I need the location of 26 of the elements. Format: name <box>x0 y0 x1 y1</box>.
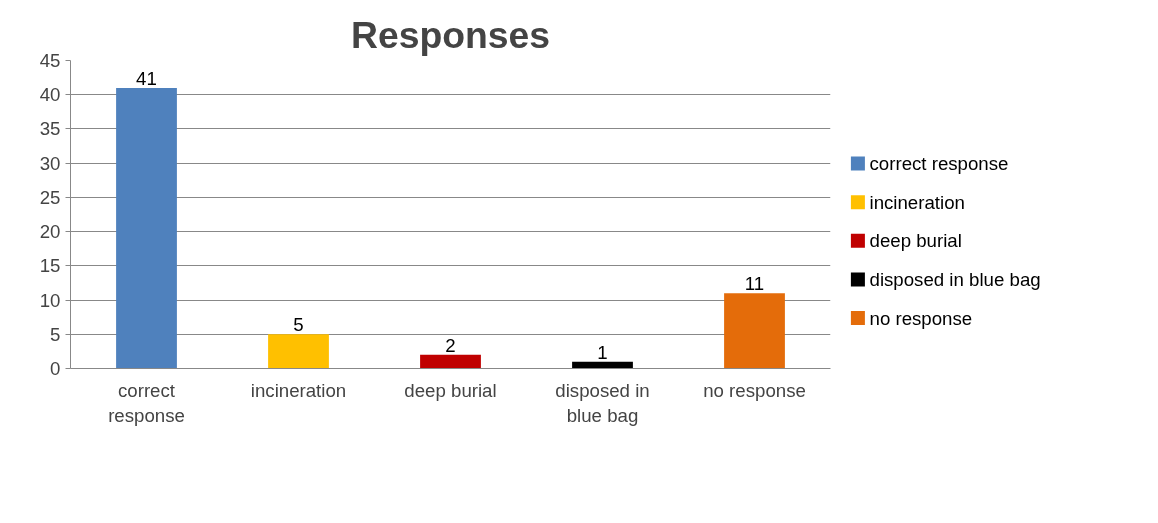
data-label: 2 <box>445 334 456 356</box>
data-label: 41 <box>136 67 157 89</box>
y-tick-label: 25 <box>39 186 61 208</box>
x-tick-label: no response <box>703 379 806 401</box>
y-tick-label: 5 <box>50 323 61 345</box>
legend-label: disposed in blue bag <box>869 268 1041 290</box>
legend-label: correct response <box>869 153 1009 175</box>
data-label: 5 <box>293 314 304 336</box>
y-tick-label: 40 <box>39 84 61 106</box>
legend-label: no response <box>869 307 973 329</box>
y-tick-label: 0 <box>50 358 61 379</box>
y-tick-label: 20 <box>39 221 61 243</box>
x-tick-label: disposed in blue bag <box>555 379 650 426</box>
x-tick-label: deep burial <box>404 379 497 401</box>
x-tick-label: incineration <box>250 379 347 401</box>
legend-label: deep burial <box>869 230 962 252</box>
data-label: 11 <box>744 273 765 295</box>
data-label: 1 <box>597 341 608 363</box>
y-tick-label: 35 <box>39 118 61 140</box>
x-tick-label: correct response <box>108 379 185 426</box>
y-tick-label: 30 <box>39 152 61 174</box>
y-tick-label: 15 <box>39 255 61 277</box>
y-tick-label: 10 <box>39 289 61 311</box>
legend-label: incineration <box>869 191 965 213</box>
y-tick-label: 45 <box>39 50 61 71</box>
chart-title: Responses <box>350 13 551 56</box>
